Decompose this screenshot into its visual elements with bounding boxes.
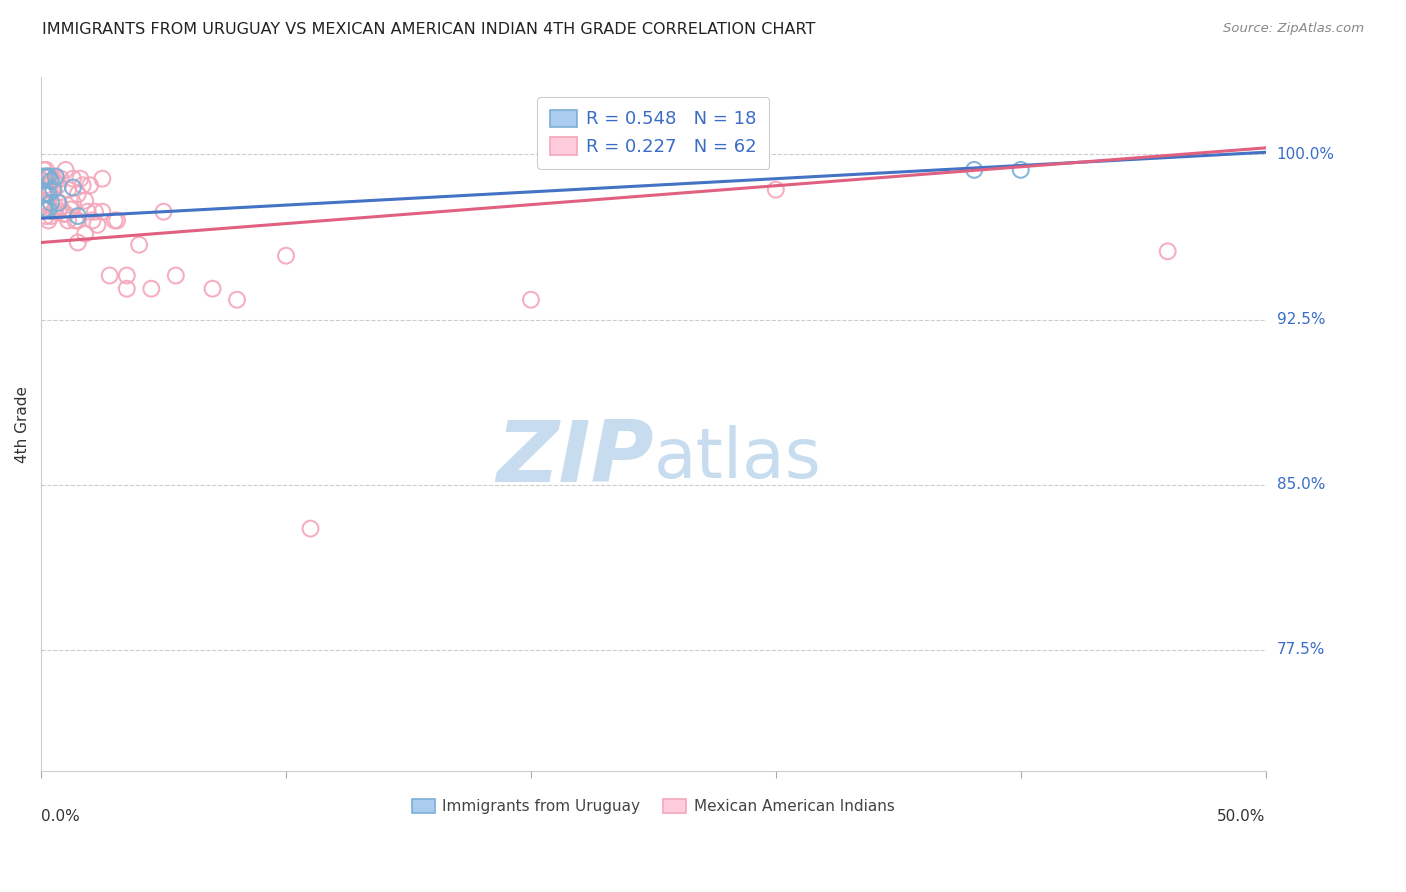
Point — [115, 282, 138, 296]
Point — [75, 227, 97, 241]
Point — [32, 187, 55, 202]
Point — [46, 195, 69, 210]
Text: ZIP: ZIP — [496, 417, 654, 500]
Point — [37, 213, 59, 227]
Point — [62, 195, 84, 210]
Text: 92.5%: 92.5% — [1277, 312, 1326, 327]
Text: 0.0%: 0.0% — [41, 809, 80, 824]
Point — [35, 178, 58, 193]
Text: IMMIGRANTS FROM URUGUAY VS MEXICAN AMERICAN INDIAN 4TH GRADE CORRELATION CHART: IMMIGRANTS FROM URUGUAY VS MEXICAN AMERI… — [42, 22, 815, 37]
Point — [42, 174, 65, 188]
Text: 77.5%: 77.5% — [1277, 642, 1324, 657]
Text: atlas: atlas — [654, 425, 821, 492]
Point — [520, 293, 543, 307]
Point — [32, 202, 55, 217]
Point — [274, 249, 297, 263]
Point — [65, 213, 87, 227]
Point — [42, 183, 65, 197]
Point — [35, 195, 58, 210]
Point — [105, 213, 128, 227]
Point — [963, 162, 986, 177]
Point — [39, 195, 62, 210]
Point — [35, 187, 58, 202]
Point — [91, 171, 114, 186]
Point — [66, 187, 89, 202]
Point — [115, 268, 138, 283]
Point — [45, 171, 67, 186]
Point — [55, 162, 77, 177]
Point — [103, 213, 125, 227]
Point — [86, 218, 108, 232]
Point — [39, 209, 62, 223]
Point — [165, 268, 187, 283]
Point — [226, 293, 249, 307]
Point — [59, 202, 82, 217]
Point — [37, 198, 59, 212]
Point — [35, 202, 58, 217]
Point — [46, 178, 69, 193]
Point — [32, 202, 55, 217]
Point — [49, 200, 72, 214]
Point — [66, 235, 89, 250]
Point — [39, 174, 62, 188]
Point — [37, 169, 59, 184]
Point — [76, 204, 98, 219]
Point — [55, 207, 77, 221]
Point — [42, 204, 65, 219]
Point — [299, 522, 322, 536]
Point — [128, 237, 150, 252]
Point — [201, 282, 224, 296]
Point — [37, 183, 59, 197]
Point — [32, 174, 55, 188]
Point — [37, 187, 59, 202]
Point — [35, 209, 58, 223]
Point — [39, 187, 62, 202]
Point — [46, 204, 69, 219]
Point — [37, 169, 59, 184]
Point — [66, 213, 89, 227]
Point — [62, 171, 84, 186]
Text: 50.0%: 50.0% — [1218, 809, 1265, 824]
Text: 85.0%: 85.0% — [1277, 477, 1324, 492]
Point — [32, 187, 55, 202]
Point — [56, 213, 79, 227]
Point — [35, 162, 58, 177]
Point — [32, 169, 55, 184]
Point — [32, 162, 55, 177]
Point — [141, 282, 163, 296]
Point — [62, 180, 84, 194]
Point — [152, 204, 174, 219]
Point — [91, 204, 114, 219]
Point — [1010, 162, 1032, 177]
Point — [45, 200, 67, 214]
Point — [35, 169, 58, 184]
Point — [49, 171, 72, 186]
Point — [45, 169, 67, 184]
Point — [1157, 244, 1180, 259]
Point — [98, 268, 121, 283]
Point — [52, 207, 75, 221]
Point — [66, 209, 89, 223]
Point — [39, 169, 62, 184]
Point — [82, 213, 104, 227]
Point — [79, 178, 101, 193]
Point — [37, 202, 59, 217]
Text: Source: ZipAtlas.com: Source: ZipAtlas.com — [1223, 22, 1364, 36]
Point — [69, 171, 91, 186]
Point — [765, 183, 787, 197]
Point — [75, 194, 97, 208]
Text: 100.0%: 100.0% — [1277, 147, 1334, 162]
Point — [84, 204, 107, 219]
Y-axis label: 4th Grade: 4th Grade — [15, 385, 30, 463]
Point — [56, 183, 79, 197]
Legend: Immigrants from Uruguay, Mexican American Indians: Immigrants from Uruguay, Mexican America… — [405, 791, 903, 822]
Point — [72, 178, 94, 193]
